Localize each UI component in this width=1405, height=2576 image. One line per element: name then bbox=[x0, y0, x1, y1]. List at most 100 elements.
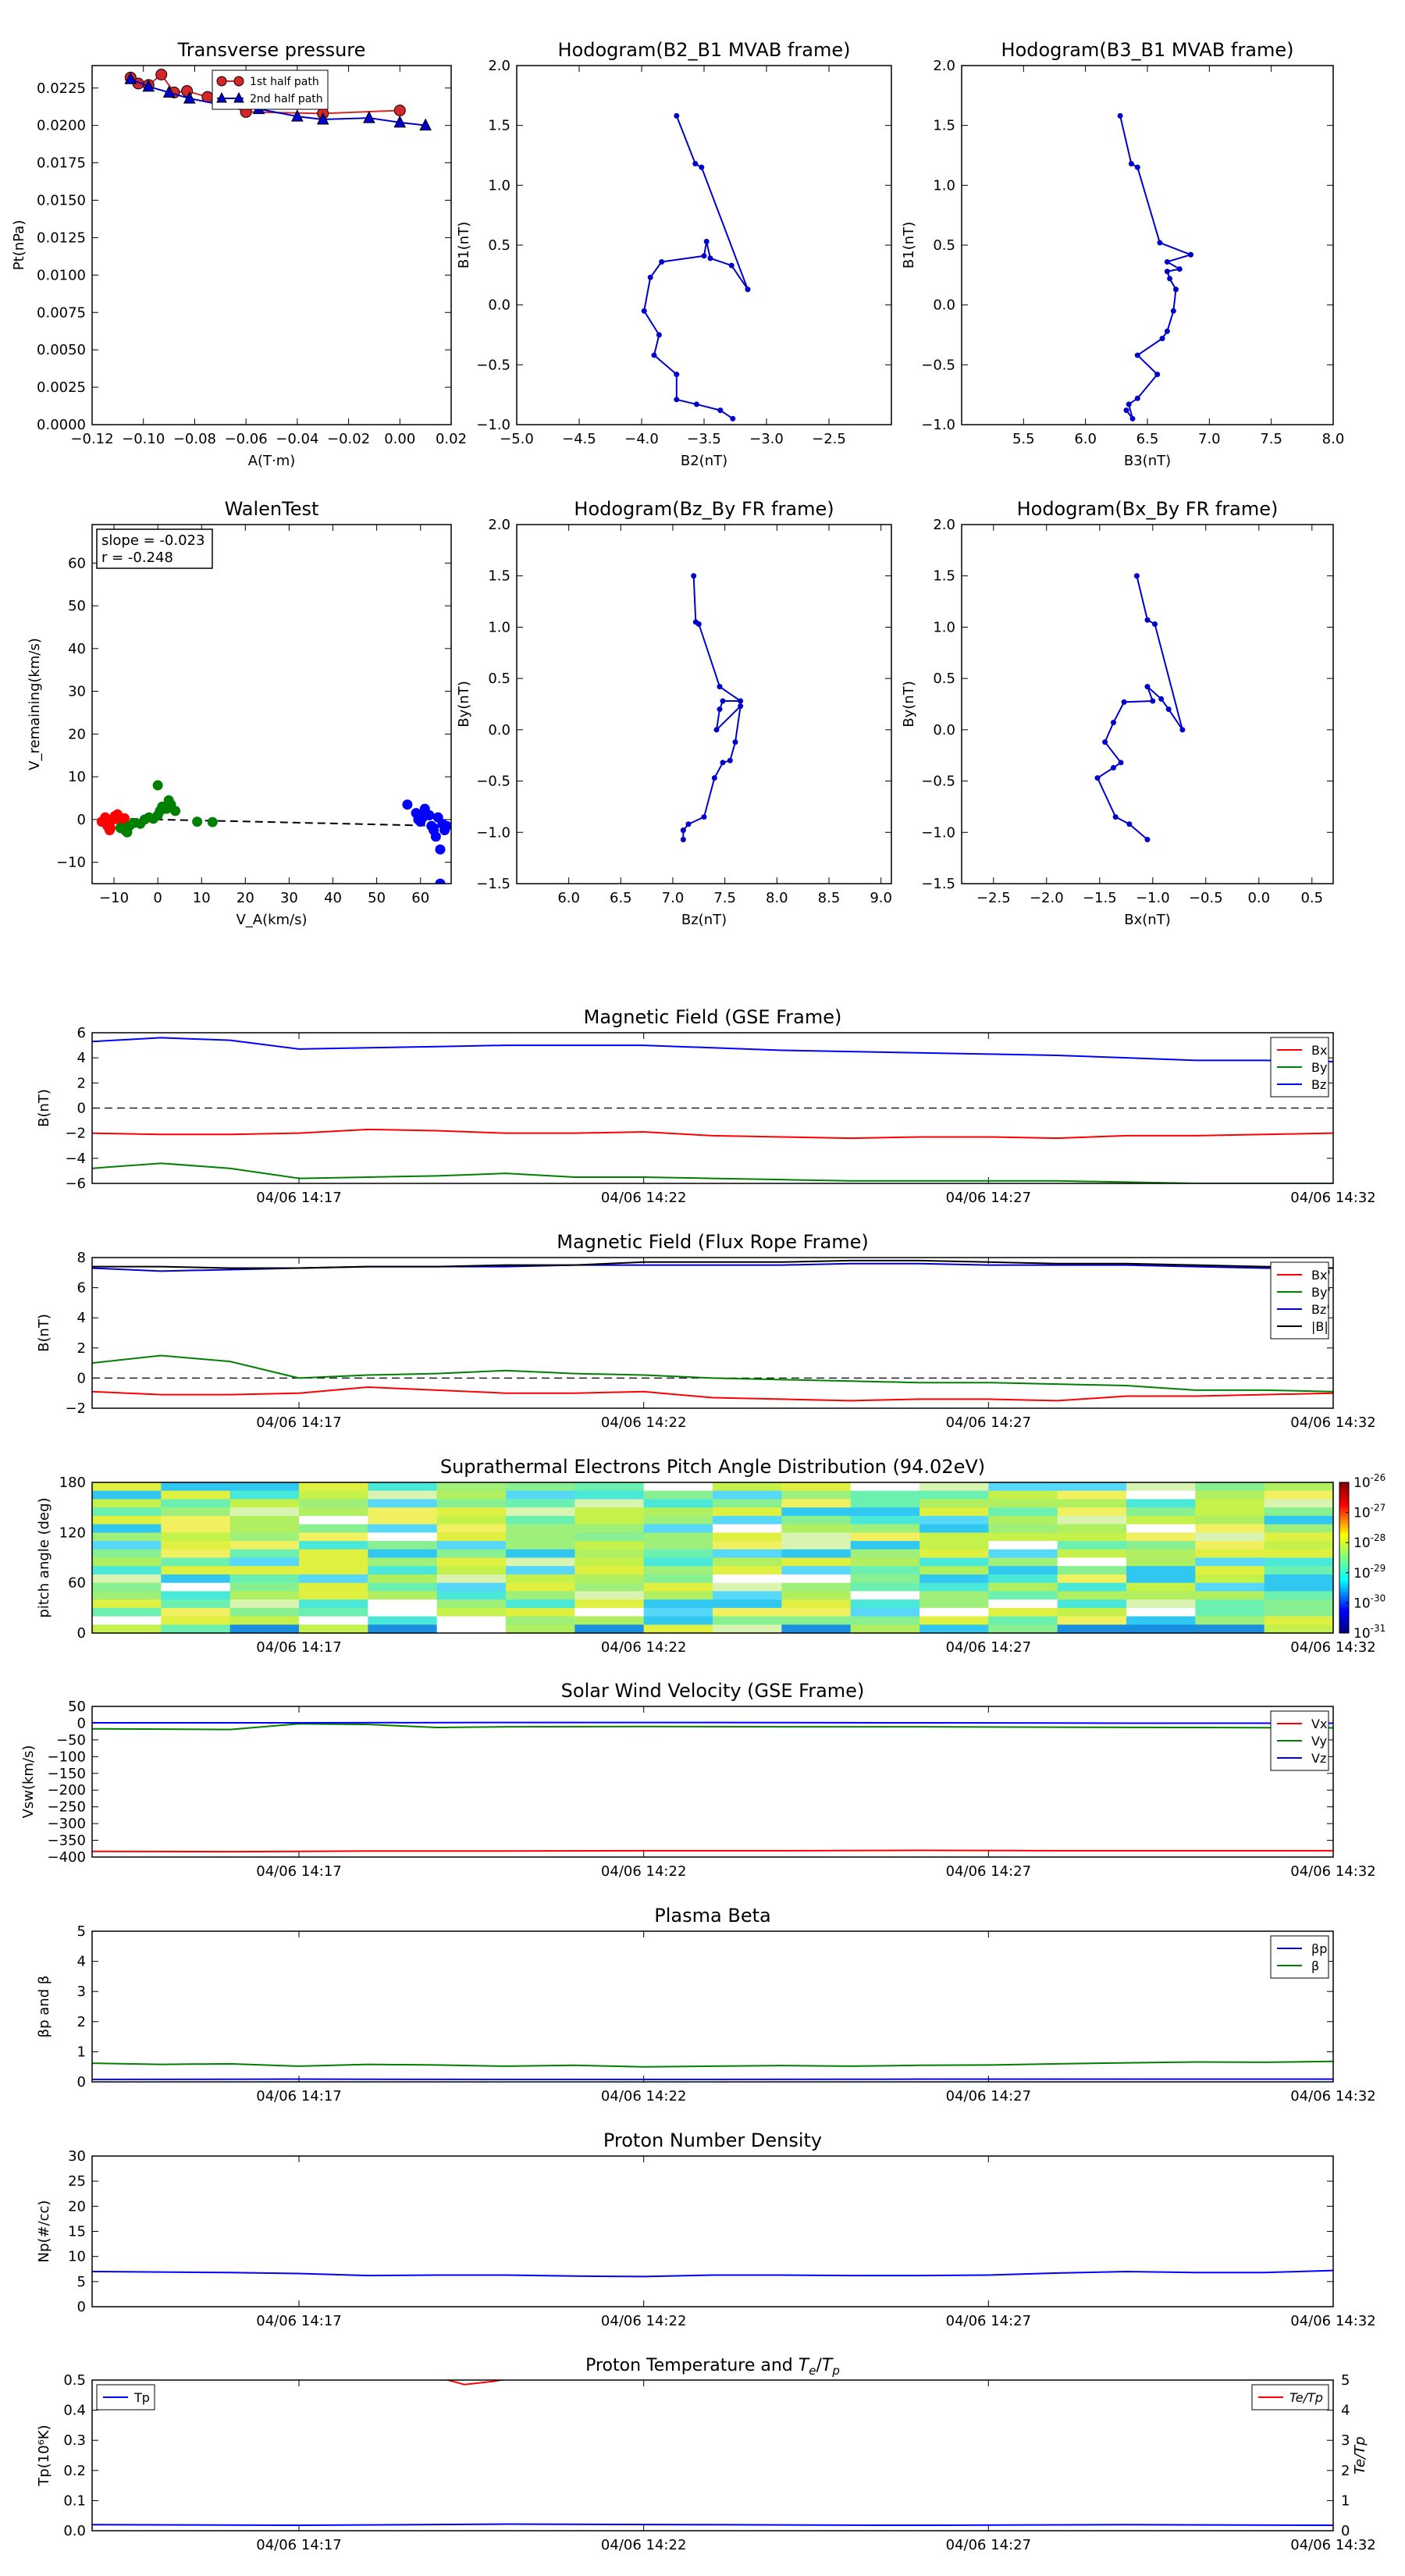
hodogram-point bbox=[703, 238, 710, 244]
data-point bbox=[363, 110, 375, 123]
heatmap-cell bbox=[850, 1624, 920, 1634]
heatmap-cell bbox=[1057, 1532, 1127, 1542]
heatmap-cell bbox=[1126, 1482, 1196, 1492]
heatmap-cell bbox=[713, 1599, 782, 1609]
heatmap-cell bbox=[713, 1607, 782, 1617]
hodogram-point bbox=[1144, 617, 1151, 623]
heatmap-cell bbox=[506, 1599, 575, 1609]
hodogram-point bbox=[1170, 308, 1176, 314]
y-tick-label: 0.4 bbox=[63, 2403, 86, 2419]
hodogram-point bbox=[730, 415, 736, 422]
hodogram-point bbox=[1188, 251, 1194, 258]
y-tick-label: 0 bbox=[77, 1625, 86, 1642]
heatmap-cell bbox=[713, 1624, 782, 1634]
title-part: Proton Temperature and bbox=[585, 2356, 799, 2375]
heatmap-cell bbox=[850, 1499, 920, 1508]
heatmap-cell bbox=[781, 1541, 852, 1550]
heatmap-cell bbox=[1126, 1624, 1196, 1634]
heatmap-cell bbox=[1195, 1507, 1265, 1517]
heatmap-cell bbox=[988, 1490, 1058, 1500]
hodogram-line bbox=[643, 116, 749, 420]
heatmap-cell bbox=[781, 1524, 852, 1533]
heatmap-cell bbox=[1195, 1515, 1265, 1525]
heatmap-cell bbox=[368, 1599, 438, 1609]
heatmap-cell bbox=[299, 1582, 368, 1592]
heatmap-cell bbox=[1195, 1616, 1265, 1625]
heatmap-cell bbox=[713, 1482, 782, 1492]
chart-beta: Plasma Beta 04/06 14:17 04/06 14:22 04/06 1… bbox=[36, 1905, 1376, 2105]
y-tick-label: 10 bbox=[68, 769, 86, 785]
x-tick-label: 6.0 bbox=[557, 890, 580, 906]
hodogram-point bbox=[1144, 836, 1151, 842]
heatmap-cell bbox=[1057, 1507, 1127, 1517]
heatmap-cell bbox=[643, 1591, 713, 1600]
heatmap-cell bbox=[643, 1499, 713, 1508]
hodogram-point bbox=[732, 739, 738, 745]
x-tick-label: −2.5 bbox=[976, 890, 1011, 906]
heatmap-cell bbox=[781, 1549, 852, 1558]
annotation-frame bbox=[96, 528, 213, 569]
axes-frame bbox=[91, 1257, 1334, 1409]
hodogram-point bbox=[1126, 821, 1133, 827]
y-tick-label: 20 bbox=[68, 2198, 86, 2215]
chart-title: Hodogram(B2_B1 MVAB frame) bbox=[558, 39, 851, 61]
heatmap-cell bbox=[643, 1557, 713, 1567]
colorbar-base: 10 bbox=[1353, 1566, 1371, 1582]
heatmap-cell bbox=[1057, 1624, 1127, 1634]
data-point bbox=[441, 820, 451, 831]
y-tick-label: −400 bbox=[48, 1849, 86, 1866]
heatmap-cell bbox=[1195, 1624, 1265, 1634]
y-axis-label: By(nT) bbox=[456, 681, 472, 727]
heatmap-cell bbox=[299, 1507, 368, 1517]
heatmap-cell bbox=[1264, 1624, 1334, 1634]
data-point bbox=[122, 827, 133, 838]
y-tick-label: 0.1 bbox=[63, 2492, 86, 2509]
x-tick-label: 04/06 14:22 bbox=[601, 1414, 686, 1431]
heatmap-cell bbox=[1126, 1490, 1196, 1500]
x-tick-label: −1.0 bbox=[1136, 890, 1170, 906]
heatmap-cell bbox=[574, 1624, 645, 1634]
heatmap-cell bbox=[436, 1582, 507, 1592]
heatmap-cell bbox=[643, 1624, 713, 1634]
x-tick-label: 04/06 14:22 bbox=[601, 1639, 686, 1656]
heatmap-cell bbox=[161, 1507, 231, 1517]
y-tick-label: 0.0 bbox=[933, 297, 955, 314]
heatmap-cell bbox=[1126, 1582, 1196, 1592]
heatmap-cell bbox=[988, 1582, 1058, 1592]
x-tick-label: −1.5 bbox=[1083, 890, 1117, 906]
heatmap-cell bbox=[368, 1515, 438, 1525]
y-tick-label: 0 bbox=[77, 1101, 86, 1117]
heatmap-cell bbox=[506, 1616, 575, 1625]
heatmap-cell bbox=[299, 1624, 368, 1634]
heatmap-cell bbox=[92, 1566, 162, 1575]
data-point bbox=[207, 817, 218, 827]
data-point bbox=[418, 812, 429, 823]
x-tick-label: −3.0 bbox=[749, 431, 784, 447]
heatmap-cell bbox=[919, 1574, 989, 1584]
heatmap-cell bbox=[506, 1515, 575, 1525]
heatmap-cell bbox=[919, 1499, 989, 1508]
heatmap-cell bbox=[506, 1490, 575, 1500]
hodogram-point bbox=[1094, 775, 1101, 781]
colorbar-exponent: -31 bbox=[1371, 1623, 1386, 1634]
y-tick-label: −250 bbox=[48, 1799, 86, 1816]
legend: Tp bbox=[96, 2384, 155, 2411]
x-tick-label: 04/06 14:22 bbox=[601, 2313, 686, 2329]
heatmap-cell bbox=[229, 1499, 300, 1508]
hodogram-point bbox=[701, 253, 707, 259]
legend: Vx Vy Vz bbox=[1270, 1710, 1329, 1771]
hodogram-point bbox=[659, 258, 665, 265]
heatmap-cell bbox=[781, 1482, 852, 1492]
heatmap-cell bbox=[92, 1591, 162, 1600]
heatmap-cell bbox=[1057, 1591, 1127, 1600]
x-tick-label: −0.08 bbox=[173, 431, 216, 447]
series-line bbox=[92, 1128, 1333, 1140]
y-tick-label: 0.2 bbox=[63, 2463, 86, 2479]
heatmap-cell bbox=[574, 1574, 645, 1584]
heatmap-cell bbox=[574, 1566, 645, 1575]
colorbar-tick-label: 10-27 bbox=[1353, 1503, 1385, 1521]
heatmap-cell bbox=[299, 1482, 368, 1492]
x-tick-label: 04/06 14:17 bbox=[256, 1414, 341, 1431]
heatmap-cell bbox=[1264, 1490, 1334, 1500]
